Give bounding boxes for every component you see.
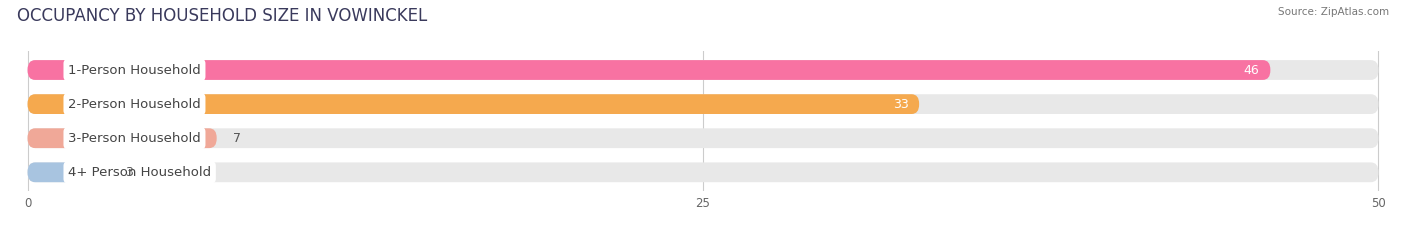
FancyBboxPatch shape — [28, 60, 1271, 80]
Text: 46: 46 — [1244, 64, 1260, 76]
Text: 7: 7 — [233, 132, 240, 145]
Text: 3: 3 — [125, 166, 132, 179]
Text: Source: ZipAtlas.com: Source: ZipAtlas.com — [1278, 7, 1389, 17]
FancyBboxPatch shape — [28, 162, 1378, 182]
Text: 3-Person Household: 3-Person Household — [67, 132, 201, 145]
Text: 2-Person Household: 2-Person Household — [67, 98, 201, 111]
Text: 1-Person Household: 1-Person Household — [67, 64, 201, 76]
FancyBboxPatch shape — [28, 128, 217, 148]
FancyBboxPatch shape — [28, 162, 108, 182]
FancyBboxPatch shape — [28, 128, 1378, 148]
Text: OCCUPANCY BY HOUSEHOLD SIZE IN VOWINCKEL: OCCUPANCY BY HOUSEHOLD SIZE IN VOWINCKEL — [17, 7, 427, 25]
FancyBboxPatch shape — [28, 60, 1378, 80]
FancyBboxPatch shape — [28, 94, 1378, 114]
Text: 4+ Person Household: 4+ Person Household — [67, 166, 211, 179]
Text: 33: 33 — [893, 98, 908, 111]
FancyBboxPatch shape — [28, 94, 920, 114]
